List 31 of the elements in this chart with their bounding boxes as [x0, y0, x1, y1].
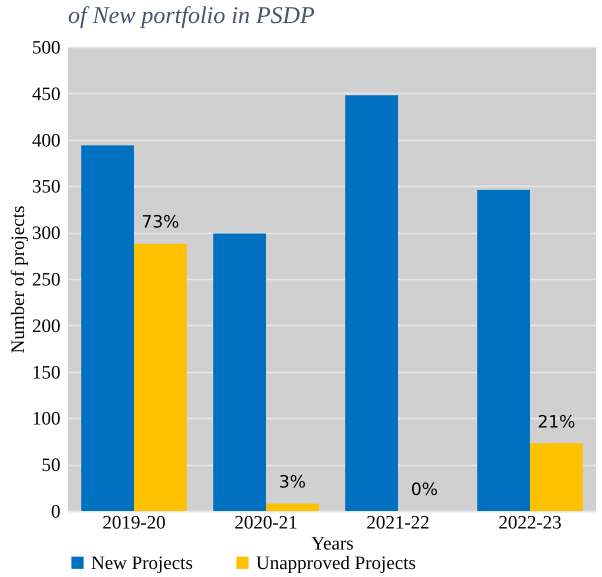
bar [345, 95, 398, 511]
x-tick-label: 2021-22 [366, 512, 430, 534]
bar [81, 145, 134, 511]
y-tick-label: 300 [32, 223, 60, 244]
y-tick-label: 500 [32, 38, 60, 58]
y-tick-label: 200 [32, 316, 60, 337]
y-tick-label: 100 [32, 408, 60, 430]
y-tick-label: 0 [51, 502, 60, 522]
annotation: 0% [410, 480, 438, 500]
y-axis-title: Number of projects [8, 206, 29, 354]
annotation: 21% [538, 412, 576, 432]
bar [134, 244, 187, 511]
legend-label: Unapproved Projects [256, 552, 416, 574]
annotation: 73% [142, 212, 180, 233]
bar [266, 504, 319, 511]
y-tick-label: 150 [32, 362, 60, 384]
y-tick-label: 350 [32, 176, 60, 198]
annotation: 3% [278, 472, 306, 493]
bar [477, 190, 530, 511]
y-tick-label: 450 [32, 84, 60, 105]
y-tick-label: 250 [32, 270, 60, 290]
x-tick-label: 2020-21 [234, 512, 298, 534]
bar [213, 234, 266, 511]
chart-title: of New portfolio in PSDP [68, 3, 316, 29]
legend-label: New Projects [91, 552, 193, 574]
y-tick-label: 50 [42, 455, 60, 476]
y-tick-label: 400 [32, 130, 60, 152]
x-tick-label: 2022-23 [498, 512, 562, 534]
x-axis-title: Years [311, 534, 354, 554]
bar [530, 443, 583, 511]
x-tick-label: 2019-20 [102, 512, 166, 534]
